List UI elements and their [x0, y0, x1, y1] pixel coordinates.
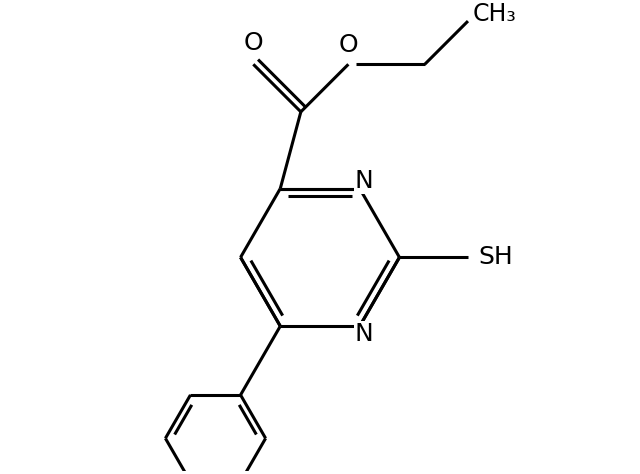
Text: N: N	[355, 322, 374, 346]
Text: SH: SH	[479, 246, 514, 269]
Text: O: O	[339, 33, 358, 57]
Text: N: N	[355, 169, 374, 192]
Text: CH₃: CH₃	[473, 2, 516, 26]
Text: O: O	[243, 31, 263, 55]
